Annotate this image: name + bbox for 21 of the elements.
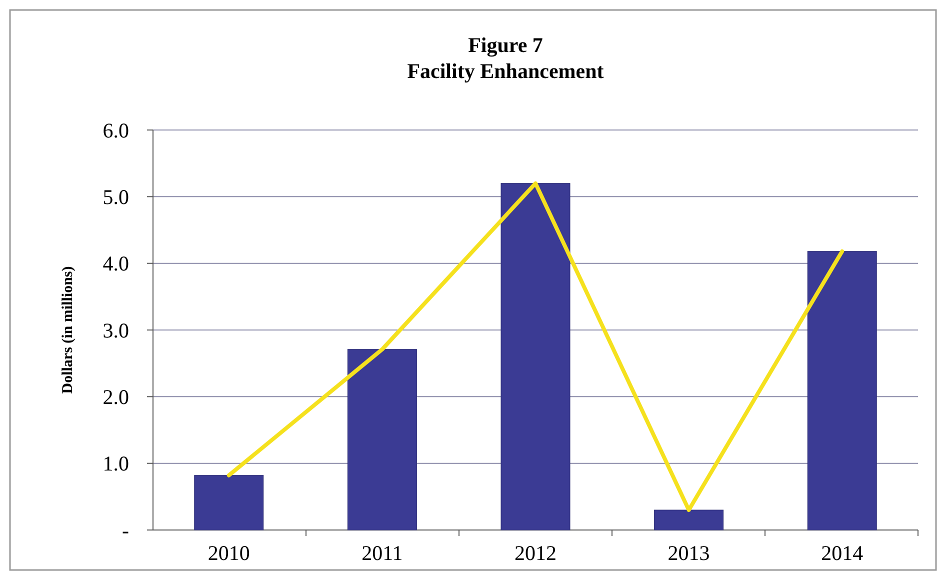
bar [347,349,417,530]
chart-title: Figure 7 [468,33,543,57]
bar [654,510,724,530]
y-axis-title: Dollars (in millions) [60,266,76,394]
x-tick-label: 2012 [514,541,556,565]
chart-subtitle: Facility Enhancement [407,59,604,83]
y-tick-label: 1.0 [102,452,129,476]
bar [807,251,877,530]
y-tick-label: 3.0 [102,318,129,342]
y-tick-label: - [122,518,129,542]
y-tick-label: 5.0 [102,185,129,210]
line-series [226,181,844,512]
y-tick-label: 4.0 [102,252,129,276]
x-tick-label: 2011 [362,541,403,565]
x-tick-label: 2014 [821,541,864,565]
y-tick-label: 6.0 [102,118,129,142]
x-tick-label: 2010 [208,541,250,565]
y-tick-label: 2.0 [102,385,129,410]
bar [194,475,264,530]
x-tick-label: 2013 [668,541,710,565]
bar [500,183,570,530]
